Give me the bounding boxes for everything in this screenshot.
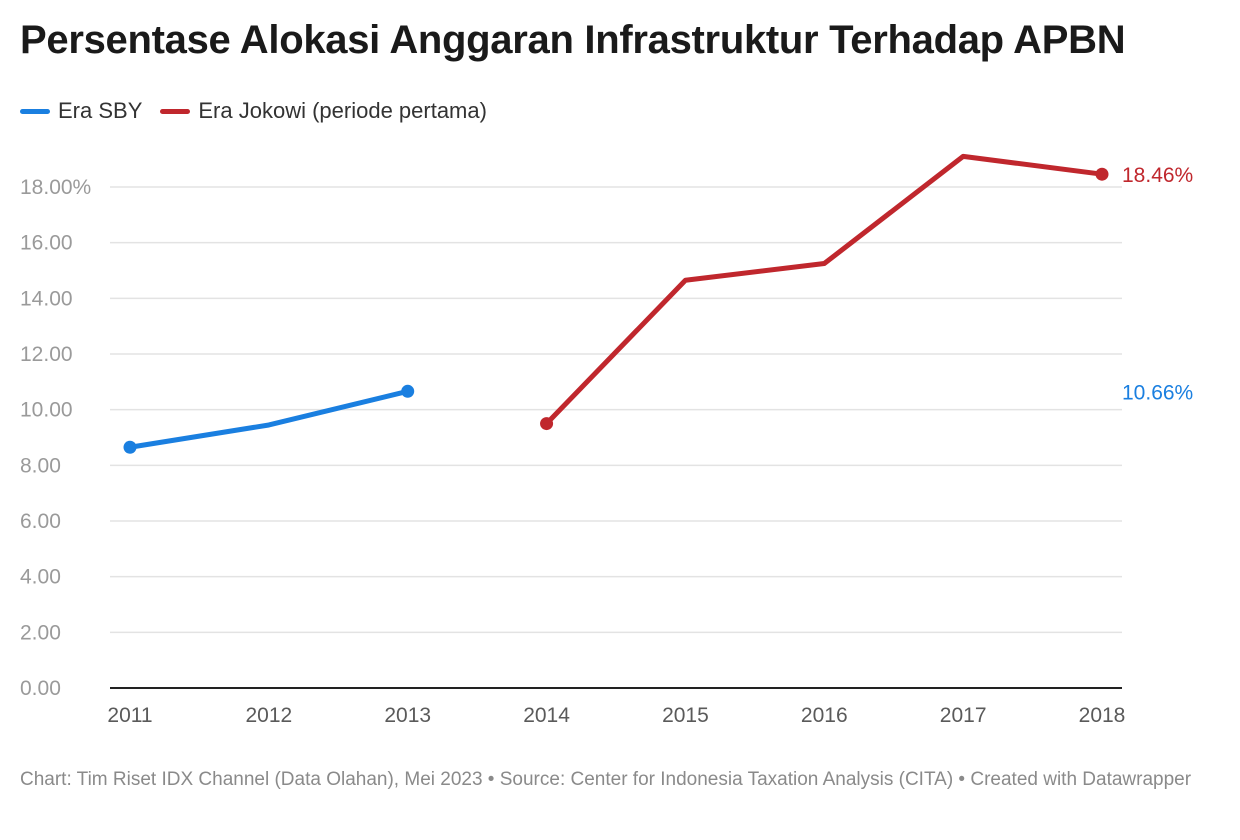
x-tick-label: 2014 xyxy=(523,704,570,727)
y-tick-label: 6.00 xyxy=(20,510,61,533)
y-tick-label: 12.00 xyxy=(20,343,73,366)
x-tick-label: 2018 xyxy=(1079,704,1126,727)
legend-label-era-jokowi: Era Jokowi (periode pertama) xyxy=(198,98,487,123)
x-tick-label: 2016 xyxy=(801,704,848,727)
y-tick-label: 16.00 xyxy=(20,232,73,255)
series-end-label-0: 10.66% xyxy=(1122,381,1193,404)
legend-item-era-sby: Era SBY xyxy=(20,98,142,124)
x-tick-label: 2015 xyxy=(662,704,709,727)
series-line-0 xyxy=(127,388,411,450)
data-point-0-1 xyxy=(401,384,415,398)
y-tick-label: 8.00 xyxy=(20,454,61,477)
legend-label-era-sby: Era SBY xyxy=(58,98,143,123)
legend-swatch-era-jokowi xyxy=(160,108,191,114)
chart-footer: Chart: Tim Riset IDX Channel (Data Olaha… xyxy=(20,769,1192,790)
legend: Era SBY Era Jokowi (periode pertama) xyxy=(20,98,505,124)
chart-title: Persentase Alokasi Anggaran Infrastruktu… xyxy=(20,18,1126,62)
y-tick-label: 10.00 xyxy=(20,399,73,422)
data-point-1-1 xyxy=(1095,167,1109,181)
x-tick-label: 2013 xyxy=(384,704,431,727)
y-tick-label: 0.00 xyxy=(20,677,61,700)
x-tick-label: 2011 xyxy=(107,704,152,727)
series-end-label-1: 18.46% xyxy=(1122,164,1193,187)
x-tick-label: 2012 xyxy=(245,704,292,727)
x-tick-label: 2017 xyxy=(940,704,987,727)
data-point-0-0 xyxy=(123,440,137,454)
y-tick-label: 4.00 xyxy=(20,566,61,589)
series-line-1 xyxy=(544,153,1105,427)
y-tick-label: 18.00% xyxy=(20,176,91,199)
data-point-1-0 xyxy=(540,417,554,431)
legend-item-era-jokowi: Era Jokowi (periode pertama) xyxy=(160,98,487,124)
y-tick-label: 14.00 xyxy=(20,287,73,310)
y-tick-label: 2.00 xyxy=(20,621,61,644)
legend-swatch-era-sby xyxy=(20,108,50,114)
